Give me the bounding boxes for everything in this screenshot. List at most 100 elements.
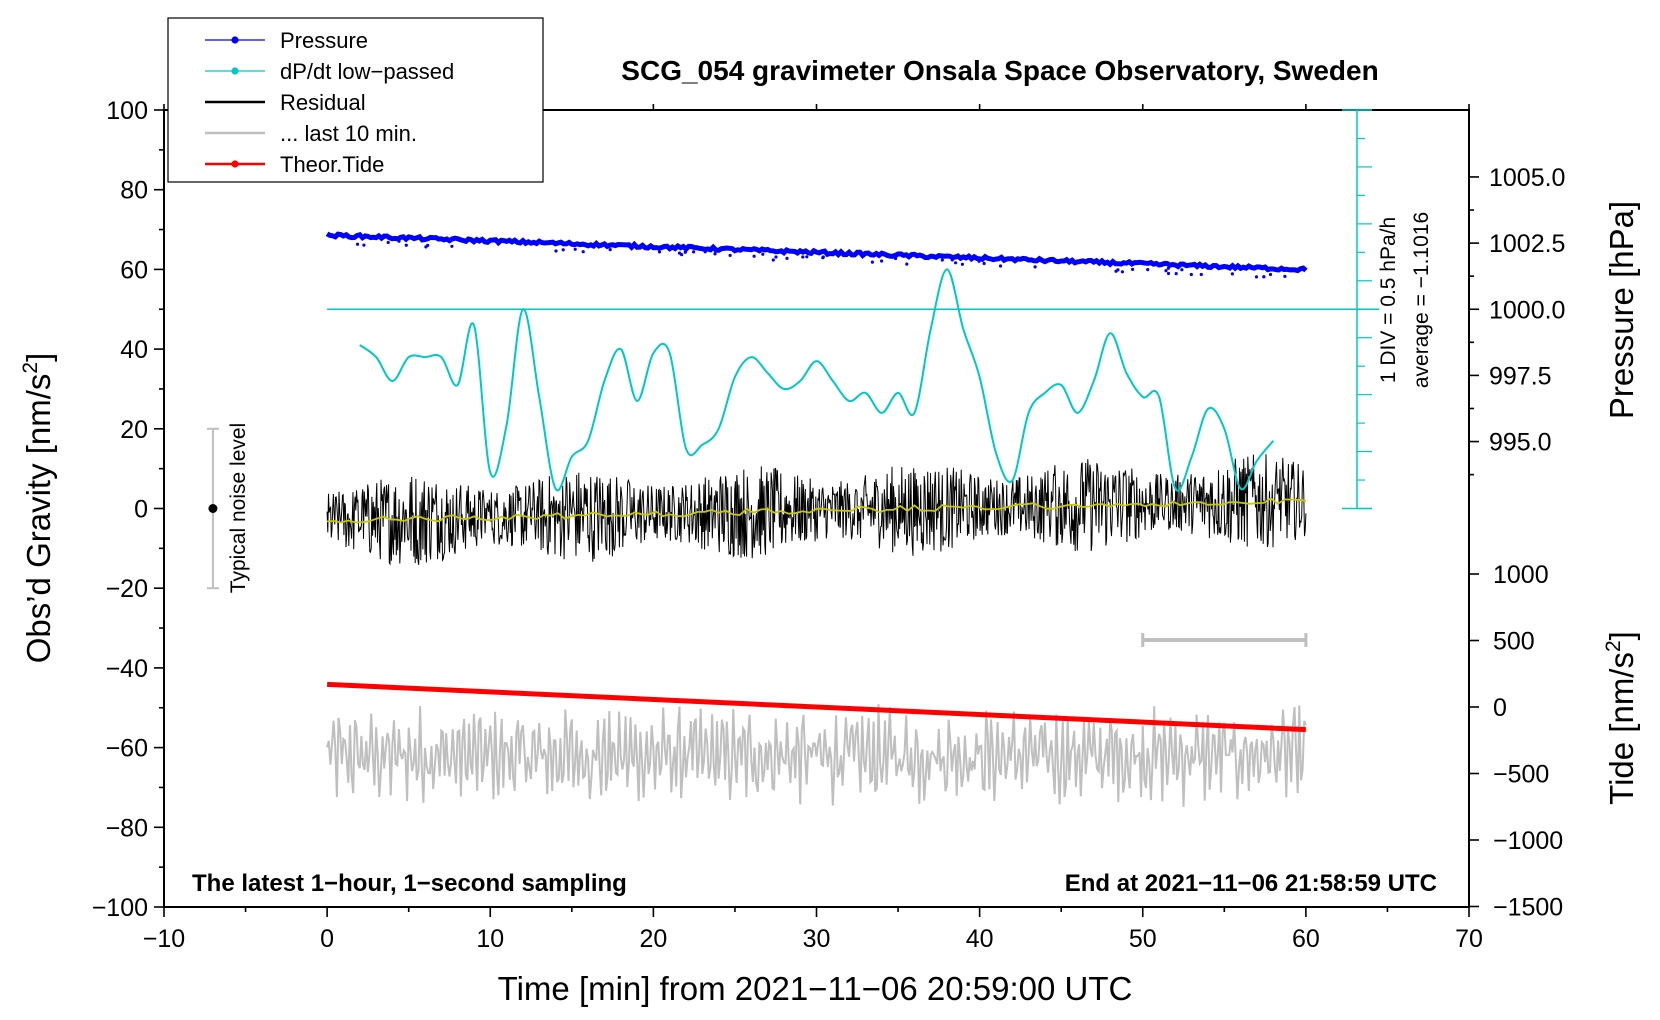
x-axis-label: Time [min] from 2021−11−06 20:59:00 UTC (498, 970, 1133, 1007)
tide-axis-label-end: ] (1603, 631, 1640, 640)
pressure-outlier-dot (450, 244, 454, 248)
pressure-outlier-dot (426, 243, 430, 247)
legend-label: ... last 10 min. (280, 121, 417, 146)
pressure-outlier-dot (1120, 270, 1124, 274)
pressure-series (325, 231, 1308, 279)
pressure-outlier-dot (1166, 266, 1170, 270)
residual-line (326, 454, 1307, 566)
y-tick-label: −60 (106, 735, 148, 763)
pressure-outlier-dot (1199, 272, 1203, 277)
last-10-min-series (326, 704, 1307, 807)
pressure-outlier-dot (397, 239, 401, 243)
pressure-outlier-dot (683, 250, 687, 254)
y-tick-label: −100 (92, 894, 148, 922)
pressure-outlier-dot (761, 252, 765, 256)
tide-tick-label: 0 (1493, 694, 1507, 722)
x-tick-label: 50 (1129, 925, 1157, 953)
x-axis-ticks: −10 0 10 20 30 40 50 60 70 (143, 104, 1483, 953)
tide-tick-label: −500 (1493, 761, 1549, 789)
x-tick-label: 60 (1292, 925, 1320, 953)
pressure-outlier-dot (1116, 268, 1120, 272)
y-tick-label: 40 (120, 336, 148, 364)
pressure-outlier-dot (998, 264, 1003, 268)
last-10-min-line (326, 704, 1307, 807)
footer-right: End at 2021−11−06 21:58:59 UTC (1065, 870, 1437, 897)
footer-left: The latest 1−hour, 1−second sampling (192, 870, 627, 897)
x-tick-label: 20 (639, 925, 667, 953)
pressure-outlier-dot (774, 255, 778, 259)
pressure-tick-label: 1002.5 (1489, 230, 1565, 258)
pressure-outlier-dot (954, 261, 958, 265)
tide-tick-label: 1000 (1493, 561, 1549, 589)
legend-marker (231, 67, 239, 75)
pressure-outlier-dot (608, 248, 612, 252)
pressure-outlier-dot (703, 250, 707, 254)
tide-tick-label: 500 (1493, 628, 1535, 656)
pressure-outlier-dot (554, 249, 558, 253)
average-label: average = −1.1016 (1410, 212, 1433, 388)
pressure-outlier-dot (950, 258, 954, 262)
dpdt-scale-bar (1342, 109, 1372, 510)
ten-minute-marker (1141, 633, 1308, 648)
pressure-outlier-dot (1131, 267, 1135, 271)
pressure-outlier-dot (1146, 268, 1150, 272)
pressure-outlier-dot (1230, 272, 1234, 276)
x-tick-label: −10 (143, 925, 185, 953)
chart-title: SCG_054 gravimeter Onsala Space Observat… (621, 55, 1378, 86)
tide-series (327, 681, 1306, 733)
residual-series (326, 454, 1307, 566)
y-tick-label: −80 (106, 814, 148, 842)
x-tick-label: 10 (476, 925, 504, 953)
dpdt-series (327, 268, 1380, 492)
legend-label: Residual (280, 90, 366, 115)
pressure-outlier-dot (880, 259, 884, 263)
pressure-outlier-dot (821, 255, 825, 259)
y-axis-label-sup: 2 (19, 362, 42, 374)
pressure-outlier-dot (905, 262, 909, 266)
pressure-outlier-dot (404, 243, 408, 247)
y-tick-label: 100 (106, 97, 148, 125)
pressure-outlier-dot (1174, 272, 1178, 276)
pressure-outlier-dot (573, 247, 577, 251)
y-tick-label: 20 (120, 416, 148, 444)
noise-label: Typical noise level (227, 423, 250, 593)
div-label: 1 DIV = 0.5 hPa/h (1377, 217, 1400, 383)
pressure-outlier-dot (870, 260, 875, 264)
pressure-outlier-dot (771, 258, 775, 262)
pressure-outlier-dot (977, 259, 981, 263)
pressure-outlier-dot (561, 248, 565, 252)
pressure-outlier-dot (1254, 275, 1259, 279)
pressure-outlier-dot (657, 250, 662, 254)
pressure-outlier-dot (785, 256, 789, 260)
legend: Pressure dP/dt low−passed Residual ... last… (167, 17, 544, 183)
y-tick-label: 0 (134, 496, 148, 524)
pressure-outlier-dot (581, 250, 585, 254)
legend-box (167, 17, 544, 183)
pressure-outlier-dot (1166, 271, 1171, 276)
x-tick-label: 30 (803, 925, 831, 953)
pressure-outlier-dot (752, 254, 756, 258)
pressure-outlier-dot (982, 261, 986, 266)
tide-axis-label: Tide [nm/s2] (1602, 631, 1640, 805)
pressure-outlier-dot (1033, 265, 1037, 269)
y-axis-label-main: Obs’d Gravity [nm/s (20, 374, 57, 664)
pressure-outlier-dot (362, 243, 366, 247)
legend-marker (231, 160, 239, 168)
tide-axis-ticks: 1000 500 0 −500 −1000 −1500 (1469, 561, 1563, 922)
pressure-outlier-dot (1164, 269, 1168, 273)
pressure-tick-label: 1000.0 (1489, 296, 1565, 324)
noise-dot (208, 504, 218, 513)
pressure-outlier-dot (692, 250, 696, 254)
pressure-axis-ticks: 1005.0 1002.5 1000.0 997.5 995.0 (1469, 164, 1565, 476)
pressure-outlier-dot (680, 253, 684, 257)
pressure-outlier-dot (1262, 275, 1266, 279)
pressure-outlier-dot (960, 262, 965, 266)
pressure-outlier-dot (1189, 272, 1193, 277)
pressure-outlier-dot (1283, 274, 1287, 278)
residual-mean-line (327, 497, 1307, 524)
tide-line (327, 681, 1306, 733)
noise-level-bar (206, 427, 219, 590)
pressure-tick-label: 1005.0 (1489, 164, 1565, 192)
pressure-axis-label: Pressure [hPa] (1603, 201, 1640, 419)
legend-marker (231, 36, 239, 44)
